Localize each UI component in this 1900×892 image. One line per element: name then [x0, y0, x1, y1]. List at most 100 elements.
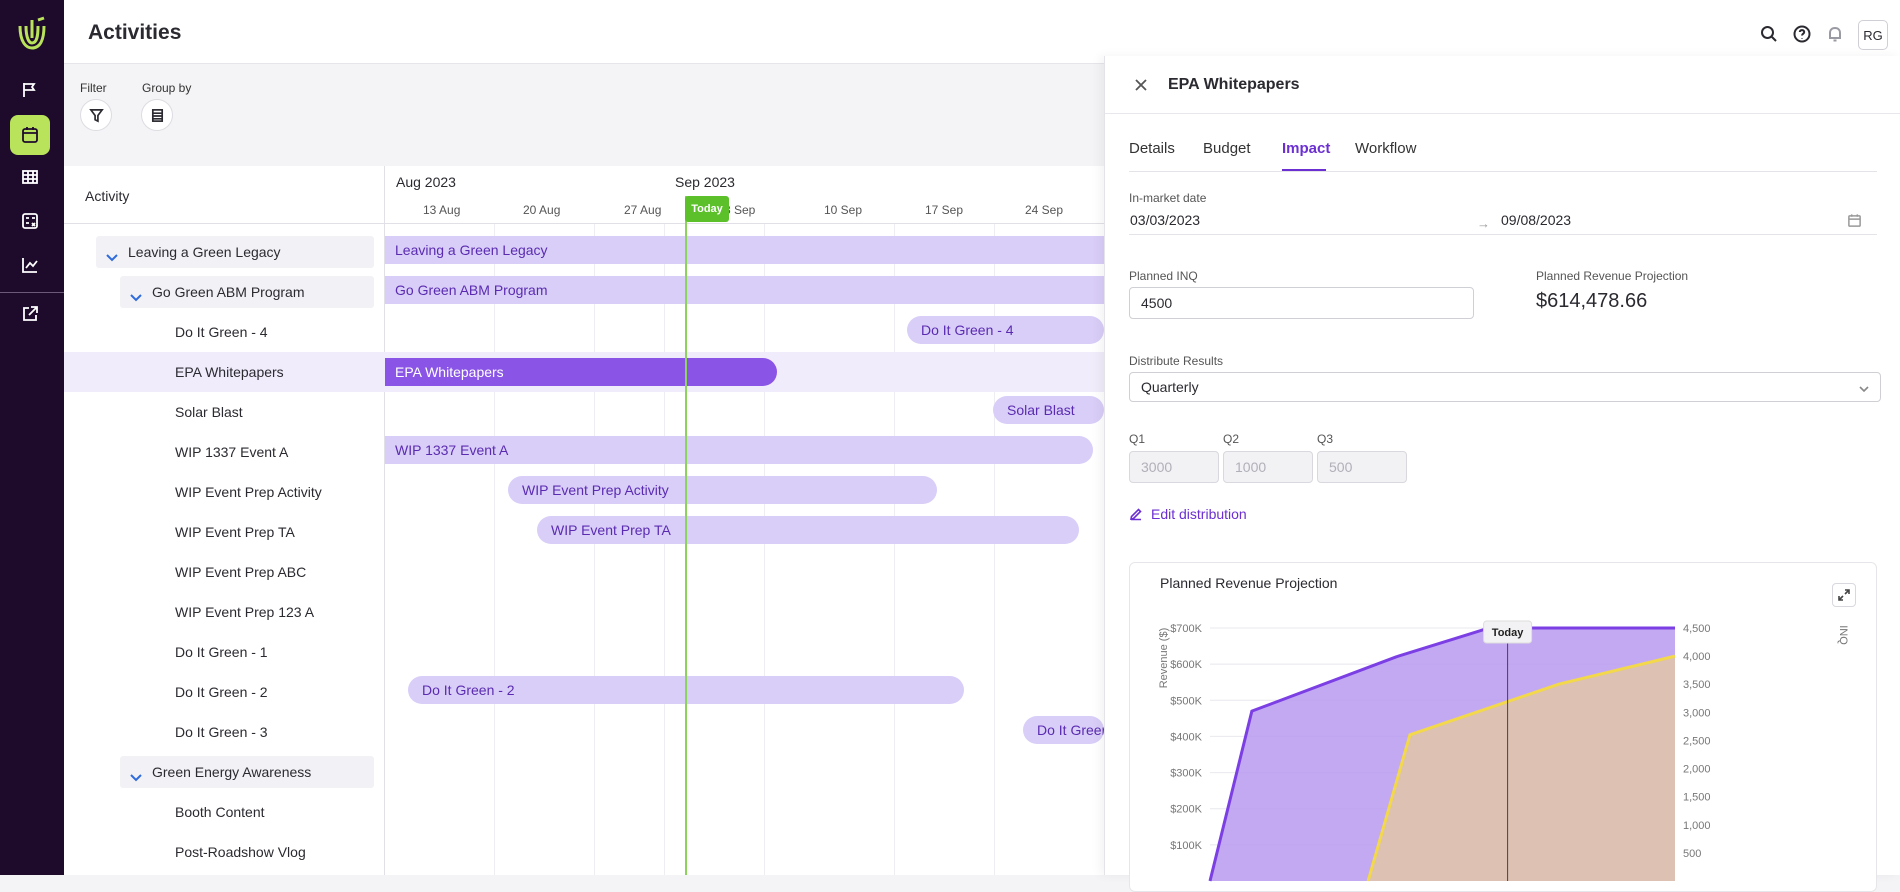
- gantt-row[interactable]: Post-Roadshow Vlog: [64, 836, 1104, 875]
- row-label[interactable]: Do It Green - 3: [175, 724, 268, 740]
- week-label: 13 Aug: [423, 203, 461, 217]
- help-icon[interactable]: [1792, 24, 1812, 44]
- group-row-label[interactable]: Green Energy Awareness: [120, 756, 374, 788]
- week-label: 17 Sep: [925, 203, 964, 217]
- gantt-row[interactable]: WIP Event Prep TA WIP Event Prep TA: [64, 516, 1104, 556]
- gantt-row[interactable]: WIP Event Prep 123 A: [64, 596, 1104, 636]
- gantt-bar[interactable]: WIP Event Prep Activity: [508, 476, 937, 504]
- gantt-row[interactable]: WIP Event Prep Activity WIP Event Prep A…: [64, 476, 1104, 516]
- pencil-icon: [1129, 508, 1142, 521]
- row-label-text: Go Green ABM Program: [152, 284, 305, 300]
- gantt-row[interactable]: WIP 1337 Event A WIP 1337 Event A: [64, 436, 1104, 476]
- column-divider: [384, 166, 385, 875]
- row-label[interactable]: WIP 1337 Event A: [175, 444, 289, 460]
- gantt-row-selected[interactable]: EPA Whitepapers EPA Whitepapers: [64, 352, 1104, 392]
- gantt-bar[interactable]: Go Green ABM Program: [385, 276, 1104, 304]
- q1-label: Q1: [1129, 432, 1146, 446]
- gantt-row[interactable]: Do It Green - 2 Do It Green - 2: [64, 676, 1104, 716]
- gantt-bar[interactable]: Do It Green - 3: [1023, 716, 1104, 744]
- chevron-down-icon[interactable]: [105, 244, 119, 262]
- q2-input: 1000: [1223, 451, 1313, 483]
- chart-nav-icon[interactable]: [10, 245, 50, 285]
- tab-details[interactable]: Details: [1129, 140, 1175, 157]
- gantt-bar[interactable]: EPA Whitepapers: [385, 358, 777, 386]
- planned-inq-input[interactable]: 4500: [1129, 287, 1474, 319]
- rail-divider: [0, 292, 64, 293]
- gantt-row[interactable]: Do It Green - 1: [64, 636, 1104, 676]
- y-tick-label: $700K: [1170, 623, 1202, 635]
- gantt-row[interactable]: Booth Content: [64, 796, 1104, 836]
- gantt-bar[interactable]: Leaving a Green Legacy: [385, 236, 1104, 264]
- grid-line: [894, 224, 895, 875]
- gantt-row[interactable]: Do It Green - 4 Do It Green - 4: [64, 316, 1104, 356]
- row-label[interactable]: Post-Roadshow Vlog: [175, 844, 306, 860]
- groupby-button[interactable]: [141, 99, 173, 131]
- filter-button[interactable]: [80, 99, 112, 131]
- gantt-row[interactable]: Go Green ABM Program Go Green ABM Progra…: [64, 276, 1104, 316]
- row-label[interactable]: WIP Event Prep 123 A: [175, 604, 315, 620]
- calendar-icon[interactable]: [1847, 213, 1863, 229]
- gantt-row[interactable]: WIP Event Prep ABC: [64, 556, 1104, 596]
- date-field-underline: [1129, 234, 1877, 235]
- gantt-bar[interactable]: Solar Blast: [993, 396, 1104, 424]
- week-label: 20 Aug: [523, 203, 561, 217]
- distribute-results-label: Distribute Results: [1129, 354, 1224, 368]
- start-date-field[interactable]: 03/03/2023: [1130, 212, 1201, 228]
- end-date-field[interactable]: 09/08/2023: [1501, 212, 1572, 228]
- row-label[interactable]: WIP Event Prep TA: [175, 524, 295, 540]
- flag-nav-icon[interactable]: [10, 70, 50, 110]
- tab-impact[interactable]: Impact: [1282, 140, 1331, 157]
- row-label[interactable]: EPA Whitepapers: [175, 364, 284, 380]
- revenue-projection-label: Planned Revenue Projection: [1536, 269, 1689, 283]
- y-tick-label: $300K: [1170, 768, 1202, 780]
- chevron-down-icon[interactable]: [129, 284, 143, 302]
- search-icon[interactable]: [1759, 24, 1779, 44]
- gantt-row[interactable]: Solar Blast Solar Blast: [64, 396, 1104, 436]
- expand-icon[interactable]: [1832, 583, 1856, 607]
- y-tick-label: $600K: [1170, 659, 1202, 671]
- today-chart-label: Today: [1492, 627, 1524, 639]
- gantt-bar[interactable]: Do It Green - 4: [907, 316, 1104, 344]
- distribute-results-select[interactable]: Quarterly: [1129, 372, 1881, 402]
- budget-nav-icon[interactable]: [10, 201, 50, 241]
- row-label[interactable]: Do It Green - 1: [175, 644, 268, 660]
- table-nav-icon[interactable]: [10, 157, 50, 197]
- row-label-text: Leaving a Green Legacy: [128, 244, 281, 260]
- row-label[interactable]: Do It Green - 2: [175, 684, 268, 700]
- row-label[interactable]: WIP Event Prep Activity: [175, 484, 322, 500]
- week-label: 27 Aug: [624, 203, 662, 217]
- y2-tick-label: 2,500: [1683, 735, 1711, 747]
- group-row-label[interactable]: Leaving a Green Legacy: [96, 236, 374, 268]
- tab-workflow[interactable]: Workflow: [1355, 140, 1417, 157]
- chevron-down-icon[interactable]: [129, 764, 143, 782]
- gantt-bar[interactable]: WIP 1337 Event A: [385, 436, 1093, 464]
- gantt-row[interactable]: Do It Green - 3 Do It Green - 3: [64, 716, 1104, 756]
- user-avatar[interactable]: RG: [1858, 20, 1888, 50]
- activity-column-header: Activity: [85, 188, 130, 204]
- chevron-down-icon: [1858, 382, 1870, 394]
- gantt-row[interactable]: Leaving a Green Legacy Leaving a Green L…: [64, 236, 1104, 276]
- row-label[interactable]: Booth Content: [175, 804, 265, 820]
- gantt-row[interactable]: Green Energy Awareness: [64, 756, 1104, 796]
- row-label[interactable]: Solar Blast: [175, 404, 243, 420]
- edit-distribution-link[interactable]: Edit distribution: [1129, 506, 1247, 522]
- external-link-icon[interactable]: [10, 294, 50, 334]
- series-area: [1368, 656, 1675, 881]
- row-label[interactable]: Do It Green - 4: [175, 324, 268, 340]
- gantt-bar[interactable]: WIP Event Prep TA: [537, 516, 1079, 544]
- y-axis-label: Revenue ($): [1158, 628, 1170, 689]
- close-icon[interactable]: [1133, 77, 1149, 93]
- group-row-label[interactable]: Go Green ABM Program: [120, 276, 374, 308]
- edit-distribution-text: Edit distribution: [1151, 506, 1247, 522]
- y2-tick-label: 3,500: [1683, 679, 1711, 691]
- brand-logo[interactable]: [16, 16, 48, 52]
- gantt-chart: Activity Aug 2023 Sep 2023 13 Aug 20 Aug…: [64, 166, 1104, 875]
- tab-budget[interactable]: Budget: [1203, 140, 1251, 157]
- row-label[interactable]: WIP Event Prep ABC: [175, 564, 307, 580]
- chart-title: Planned Revenue Projection: [1160, 575, 1338, 591]
- calendar-nav-icon[interactable]: [10, 115, 50, 155]
- page-title: Activities: [88, 21, 182, 44]
- y2-tick-label: 500: [1683, 848, 1701, 860]
- bell-icon[interactable]: [1825, 24, 1845, 44]
- q3-label: Q3: [1317, 432, 1334, 446]
